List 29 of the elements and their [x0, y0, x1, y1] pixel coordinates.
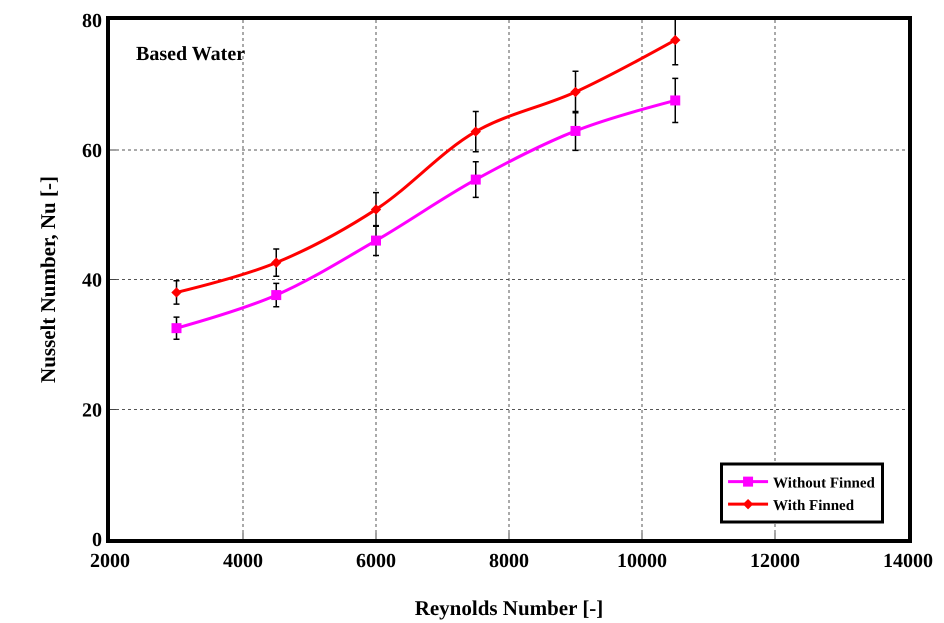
point — [171, 287, 182, 298]
y-tick-label: 40 — [82, 270, 102, 292]
point — [470, 174, 481, 185]
legend-label: With Finned — [773, 498, 855, 514]
point — [470, 126, 481, 137]
point — [172, 323, 182, 334]
point — [670, 34, 680, 46]
y-tick-label: 80 — [82, 10, 102, 32]
y-tick-label: 20 — [82, 399, 102, 422]
point — [570, 86, 581, 98]
point — [271, 290, 282, 300]
y-axis-title: Nusselt Number, Nu [-] — [36, 176, 60, 383]
legend-label: Without Finned — [773, 476, 876, 492]
x-tick-label: 12000 — [750, 550, 800, 572]
point — [371, 236, 381, 246]
point — [570, 126, 580, 136]
x-tick-label: 4000 — [223, 550, 263, 572]
x-tick-label: 8000 — [489, 550, 529, 572]
x-tick-label: 2000 — [90, 550, 130, 572]
x-tick-label: 10000 — [617, 550, 667, 572]
annotation: Based Water — [136, 43, 246, 65]
y-tick-label: 60 — [82, 140, 102, 162]
x-tick-label: 6000 — [356, 550, 396, 572]
y-tick-label: 0 — [92, 529, 102, 551]
point — [670, 95, 680, 106]
x-axis-title: Reynolds Number [-] — [414, 596, 604, 620]
x-tick-label: 14000 — [883, 550, 933, 572]
point — [370, 204, 382, 215]
point — [271, 257, 282, 268]
